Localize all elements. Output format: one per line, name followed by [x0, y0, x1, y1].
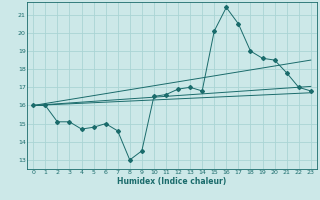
X-axis label: Humidex (Indice chaleur): Humidex (Indice chaleur) — [117, 177, 227, 186]
